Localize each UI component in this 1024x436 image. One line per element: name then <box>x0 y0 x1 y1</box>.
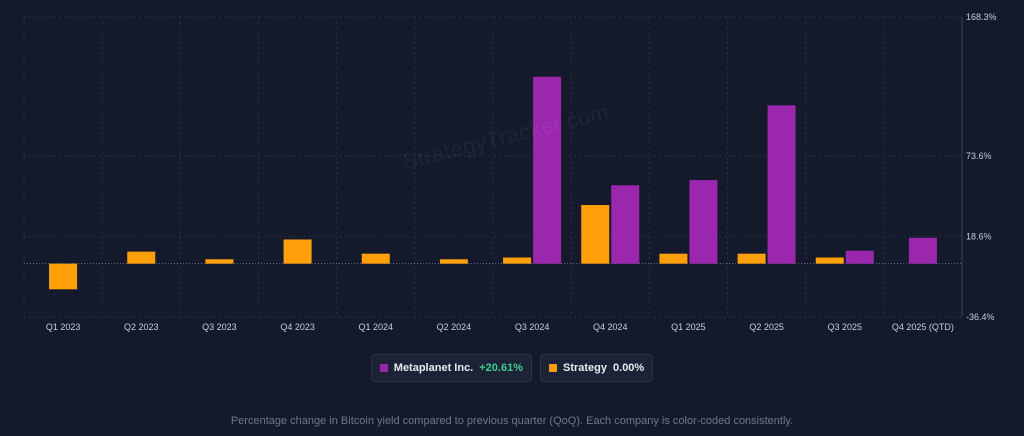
bar-strategy <box>205 259 234 264</box>
bar-metaplanet <box>908 237 937 264</box>
chart-area: Q1 2023 Q2 2023 Q3 2023 Q4 2023 Q1 2024 Q2 20… <box>23 12 997 332</box>
x-tick-label: Q3 2024 <box>515 322 550 332</box>
bar-strategy <box>659 253 688 264</box>
bar-strategy <box>737 253 766 264</box>
bar-strategy <box>127 251 156 264</box>
x-tick-label: Q2 2024 <box>437 322 472 332</box>
y-tick-label: 168.3% <box>966 12 997 22</box>
bar-strategy <box>361 253 390 264</box>
y-tick-label: 18.6% <box>966 231 992 241</box>
bar-strategy <box>503 257 532 264</box>
legend: Metaplanet Inc. +20.61% Strategy 0.00% <box>0 354 1024 382</box>
legend-item-metaplanet[interactable]: Metaplanet Inc. +20.61% <box>370 354 532 382</box>
bar-strategy <box>49 263 78 290</box>
bar-metaplanet <box>689 180 718 264</box>
legend-value-strategy: 0.00% <box>613 362 645 374</box>
bar-metaplanet <box>845 250 874 264</box>
legend-name-metaplanet: Metaplanet Inc. <box>393 362 474 374</box>
chart-caption: Percentage change in Bitcoin yield compa… <box>230 415 794 427</box>
bar-strategy <box>439 259 468 264</box>
bar-metaplanet <box>767 105 796 264</box>
x-tick-label: Q1 2025 <box>671 322 706 332</box>
x-tick-label: Q1 2023 <box>46 322 81 332</box>
legend-name-strategy: Strategy <box>562 362 608 374</box>
x-tick-label: Q4 2023 <box>280 322 315 332</box>
y-tick-label: -36.4% <box>966 312 995 322</box>
x-tick-label: Q2 2025 <box>749 322 784 332</box>
bar-strategy <box>283 239 312 264</box>
bar-strategy <box>815 257 844 264</box>
bar-chart: Q1 2023 Q2 2023 Q3 2023 Q4 2023 Q1 2024 Q2 20… <box>23 12 997 332</box>
legend-item-strategy[interactable]: Strategy 0.00% <box>539 354 654 382</box>
legend-value-metaplanet: +20.61% <box>479 362 523 374</box>
x-tick-label: Q4 2025 (QTD) <box>892 322 954 332</box>
y-tick-label: 73.6% <box>966 151 992 161</box>
bar-strategy <box>581 205 610 264</box>
legend-swatch-metaplanet <box>379 364 388 372</box>
x-tick-label: Q3 2023 <box>202 322 237 332</box>
x-tick-label: Q3 2025 <box>827 322 862 332</box>
legend-swatch-strategy <box>548 364 557 372</box>
x-tick-label: Q4 2024 <box>593 322 628 332</box>
bar-metaplanet <box>611 185 640 264</box>
x-tick-label: Q2 2023 <box>124 322 159 332</box>
bar-metaplanet <box>533 76 562 264</box>
x-tick-label: Q1 2024 <box>358 322 393 332</box>
